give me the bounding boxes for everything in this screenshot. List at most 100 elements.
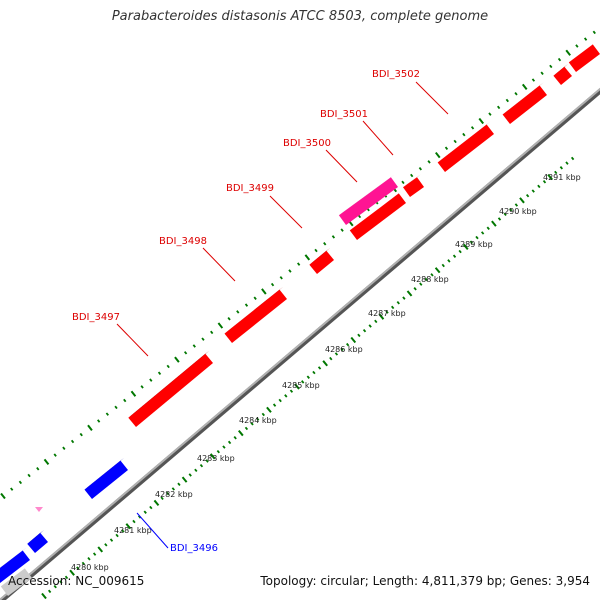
inner-tick-mark bbox=[177, 482, 181, 487]
outer-tick-mark bbox=[236, 310, 240, 314]
inner-tick-mark bbox=[368, 324, 372, 328]
gene-arrow-reverse-edge[interactable] bbox=[0, 550, 30, 583]
inner-tick-mark bbox=[306, 375, 310, 379]
outer-tick-mark bbox=[18, 480, 23, 485]
inner-tick-mark bbox=[430, 273, 434, 277]
inner-tick-mark bbox=[542, 180, 547, 184]
inner-tick-mark bbox=[205, 459, 209, 463]
gene-arrow-bdi-3499[interactable] bbox=[309, 250, 334, 274]
gene-arrow-reverse-small[interactable] bbox=[27, 532, 48, 553]
inner-tick-mark bbox=[41, 592, 47, 600]
inner-tick-mark bbox=[452, 254, 457, 258]
outer-tick-mark bbox=[27, 473, 31, 478]
outer-tick-mark bbox=[453, 139, 457, 144]
inner-tick-mark bbox=[519, 197, 525, 204]
gene-label-bdi-3499[interactable]: BDI_3499 bbox=[226, 183, 274, 194]
inner-tick-mark bbox=[171, 487, 175, 491]
inner-tick-mark bbox=[227, 440, 232, 445]
inner-tick-mark bbox=[125, 523, 132, 530]
gene-label-bdi-3496[interactable]: BDI_3496 bbox=[170, 543, 218, 554]
gene-arrow-bdi-3500-highlight-bevel bbox=[338, 174, 395, 216]
outer-tick-mark bbox=[304, 254, 311, 261]
outer-tick-mark bbox=[514, 91, 518, 96]
gene-arrow-bdi-3502-b[interactable] bbox=[502, 85, 547, 124]
outer-tick-mark bbox=[565, 49, 571, 56]
outer-tick-mark bbox=[97, 419, 101, 423]
gene-arrow-bdi-3496[interactable] bbox=[84, 460, 128, 499]
inner-tick-mark bbox=[209, 453, 216, 460]
inner-tick-mark bbox=[97, 546, 104, 553]
outer-tick-mark bbox=[270, 282, 275, 287]
outer-tick-mark bbox=[105, 412, 109, 416]
inner-tick-mark bbox=[284, 394, 288, 398]
gene-arrow-bdi-3500-highlight[interactable] bbox=[338, 177, 398, 225]
inner-tick-mark bbox=[81, 561, 86, 566]
gene-arrow-grey[interactable] bbox=[0, 568, 33, 596]
gene-arrow-bdi-3500-bevel bbox=[349, 190, 403, 231]
gene-arrow-bdi-3501[interactable] bbox=[403, 177, 424, 197]
inner-tick-mark bbox=[486, 226, 490, 231]
outer-tick-mark bbox=[253, 296, 257, 300]
outer-tick-mark bbox=[166, 364, 170, 369]
gene-arrow-bdi-3502-c[interactable] bbox=[553, 66, 572, 85]
outer-tick-mark bbox=[43, 458, 50, 466]
outer-tick-mark bbox=[470, 126, 475, 130]
outer-tick-mark bbox=[10, 487, 14, 491]
inner-tick-mark bbox=[76, 566, 80, 570]
gene-label-bdi-3500[interactable]: BDI_3500 bbox=[283, 138, 331, 149]
gene-arrow-bdi-3500[interactable] bbox=[349, 193, 406, 240]
inner-tick-mark bbox=[92, 552, 97, 556]
outer-tick-mark bbox=[435, 151, 441, 159]
gene-arrow-bdi-3502-d[interactable] bbox=[568, 44, 600, 72]
inner-tick-mark bbox=[266, 406, 272, 413]
gene-label-bdi-3498[interactable]: BDI_3498 bbox=[159, 236, 207, 247]
inner-tick-mark bbox=[458, 249, 462, 254]
inner-tick-mark bbox=[491, 220, 497, 227]
gene-leader-line bbox=[116, 323, 149, 357]
inner-tick-mark bbox=[199, 463, 204, 468]
inner-tick-mark bbox=[312, 370, 316, 375]
inner-tick-mark bbox=[565, 161, 569, 165]
inner-tick-mark bbox=[104, 543, 108, 547]
outer-tick-mark bbox=[427, 160, 431, 164]
gene-arrow-bdi-3502[interactable] bbox=[437, 124, 494, 172]
outer-tick-mark bbox=[575, 44, 579, 48]
inner-tick-mark bbox=[160, 496, 164, 500]
gene-leader-line bbox=[415, 81, 449, 115]
gene-features[interactable] bbox=[0, 41, 600, 596]
inner-tick-mark bbox=[153, 499, 160, 507]
backbone-highlight bbox=[0, 87, 600, 600]
outer-tick-mark bbox=[192, 344, 196, 348]
scale-label: 4290 kbp bbox=[499, 207, 537, 216]
outer-tick-mark bbox=[261, 288, 267, 295]
gene-label-bdi-3502[interactable]: BDI_3502 bbox=[372, 69, 420, 80]
outer-tick-mark bbox=[130, 390, 137, 397]
inner-tick-mark bbox=[537, 184, 541, 189]
gene-arrow-grey-bevel bbox=[0, 565, 29, 587]
inner-tick-mark bbox=[424, 277, 429, 282]
outer-tick-mark bbox=[462, 132, 466, 137]
outer-tick-mark bbox=[87, 424, 93, 431]
inner-tick-mark bbox=[59, 580, 63, 584]
gene-arrow-bdi-3498[interactable] bbox=[224, 289, 287, 343]
gene-arrow-bdi-3497-bevel bbox=[128, 350, 210, 418]
inner-tick-mark bbox=[547, 173, 553, 181]
gene-label-bdi-3501[interactable]: BDI_3501 bbox=[320, 109, 368, 120]
inner-tick-mark bbox=[374, 319, 378, 324]
inner-tick-mark bbox=[462, 243, 469, 251]
inner-tick-mark bbox=[350, 336, 357, 344]
gene-label-bdi-3497[interactable]: BDI_3497 bbox=[72, 312, 120, 323]
outer-tick-mark bbox=[583, 37, 588, 41]
inner-tick-mark bbox=[47, 589, 52, 594]
inner-tick-mark bbox=[334, 352, 339, 356]
inner-tick-mark bbox=[419, 282, 423, 286]
scale-label: 4286 kbp bbox=[325, 345, 363, 354]
inner-tick-mark bbox=[514, 203, 519, 207]
outer-tick-mark bbox=[531, 78, 536, 82]
inner-tick-mark bbox=[469, 240, 474, 244]
inner-tick-mark bbox=[261, 412, 265, 417]
scale-label: 4289 kbp bbox=[455, 240, 493, 249]
gene-arrow-bdi-3497[interactable] bbox=[128, 353, 213, 427]
